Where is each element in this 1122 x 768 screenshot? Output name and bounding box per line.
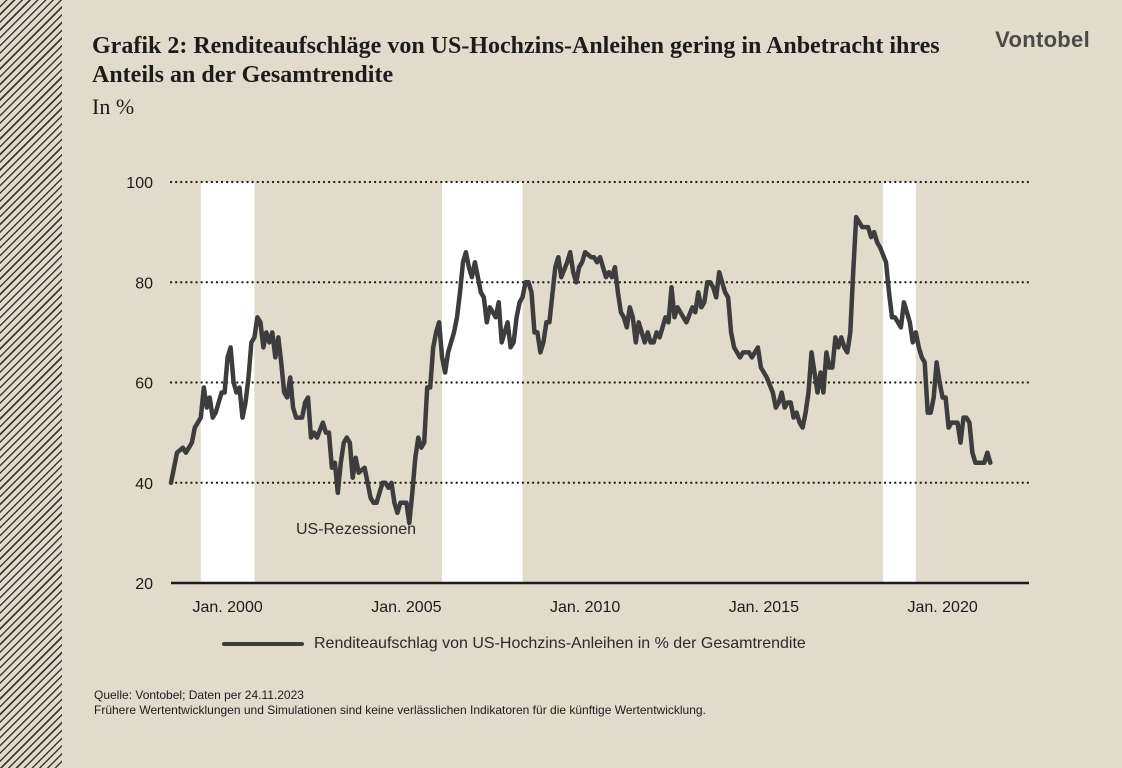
x-tick-label: Jan. 2015 [729, 599, 799, 616]
series-line-1 [168, 214, 993, 526]
x-tick-label: Jan. 2020 [907, 599, 977, 616]
x-tick-label: Jan. 2010 [550, 599, 620, 616]
legend-label: Renditeaufschlag von US-Hochzins-Anleihe… [314, 635, 806, 652]
chart-subtitle: In % [92, 94, 135, 119]
legend-line-swatch [222, 642, 304, 646]
series-layer [168, 214, 993, 526]
recession-label: US-Rezessionen [296, 521, 416, 538]
y-tick-label-40: 40 [135, 476, 153, 493]
y-tick-label-60: 60 [135, 376, 153, 393]
x-tick-label: Jan. 2005 [371, 599, 441, 616]
disclaimer-line: Frühere Wertentwicklungen und Simulation… [94, 703, 706, 717]
x-axis-ticks: Jan. 2000 Jan. 2005 Jan. 2010 Jan. 2015 Jan.… [192, 599, 977, 616]
y-tick-label-20: 20 [135, 576, 153, 593]
y-tick-label-80: 80 [135, 275, 153, 292]
chart-title: Grafik 2: Renditeaufschläge von US-Hochz… [92, 33, 940, 88]
x-tick-label: Jan. 2000 [192, 599, 262, 616]
source-line: Quelle: Vontobel; Daten per 24.11.2023 [94, 688, 304, 702]
hatched-side-stripe [0, 0, 62, 768]
y-axis-ticks: 20 40 60 80 100 [126, 175, 153, 593]
legend: Renditeaufschlag von US-Hochzins-Anleihe… [222, 635, 806, 653]
source-note: Quelle: Vontobel; Daten per 24.11.2023 F… [94, 688, 706, 718]
vontobel-logo: Vontobel [995, 27, 1090, 52]
gridlines [169, 180, 1031, 585]
y-tick-label-100: 100 [126, 175, 153, 192]
